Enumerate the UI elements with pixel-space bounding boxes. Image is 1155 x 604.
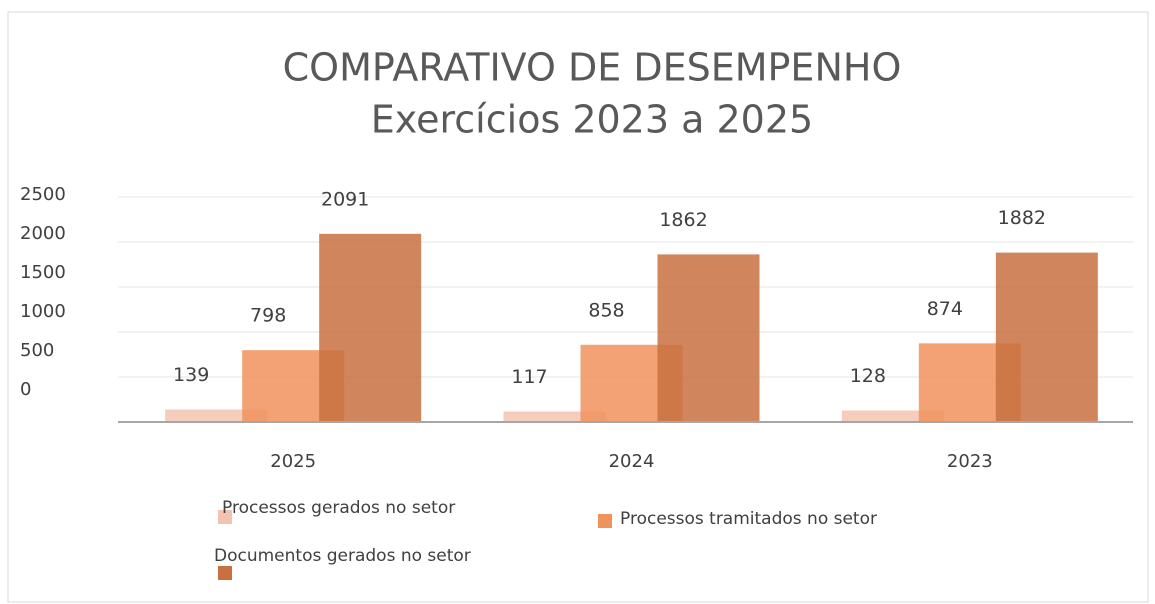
bar [995,252,1098,422]
bar [319,233,422,422]
data-label: 2091 [321,188,369,210]
chart-title: COMPARATIVO DE DESEMPENHO [283,46,902,90]
data-label: 874 [927,298,963,320]
legend-swatch [218,566,232,580]
legend-swatch [598,514,612,528]
data-label: 1862 [659,209,707,231]
data-label: 128 [850,365,886,387]
legend-label: Documentos gerados no setor [214,546,471,566]
legend-label: Processos tramitados no setor [620,509,877,529]
y-tick-label: 500 [20,340,54,361]
bar [841,410,944,422]
data-label: 858 [588,299,624,321]
bar [657,254,760,422]
data-label: 117 [511,366,547,388]
data-label: 1882 [998,207,1046,229]
y-tick-label: 0 [20,379,31,400]
y-tick-label: 1000 [20,301,66,322]
y-tick-label: 2500 [20,184,66,205]
y-tick-label: 1500 [20,262,66,283]
data-label: 139 [173,364,209,386]
bar [165,409,268,422]
chart-subtitle: Exercícios 2023 a 2025 [371,98,813,142]
data-label: 798 [250,305,286,327]
x-tick-label: 2024 [609,451,655,472]
chart-frame [7,11,1149,603]
x-tick-label: 2023 [947,451,993,472]
y-tick-label: 2000 [20,223,66,244]
legend-swatch [218,510,232,524]
x-tick-label: 2025 [270,451,316,472]
legend-label: Processos gerados no setor [222,498,455,518]
bar [503,411,606,422]
